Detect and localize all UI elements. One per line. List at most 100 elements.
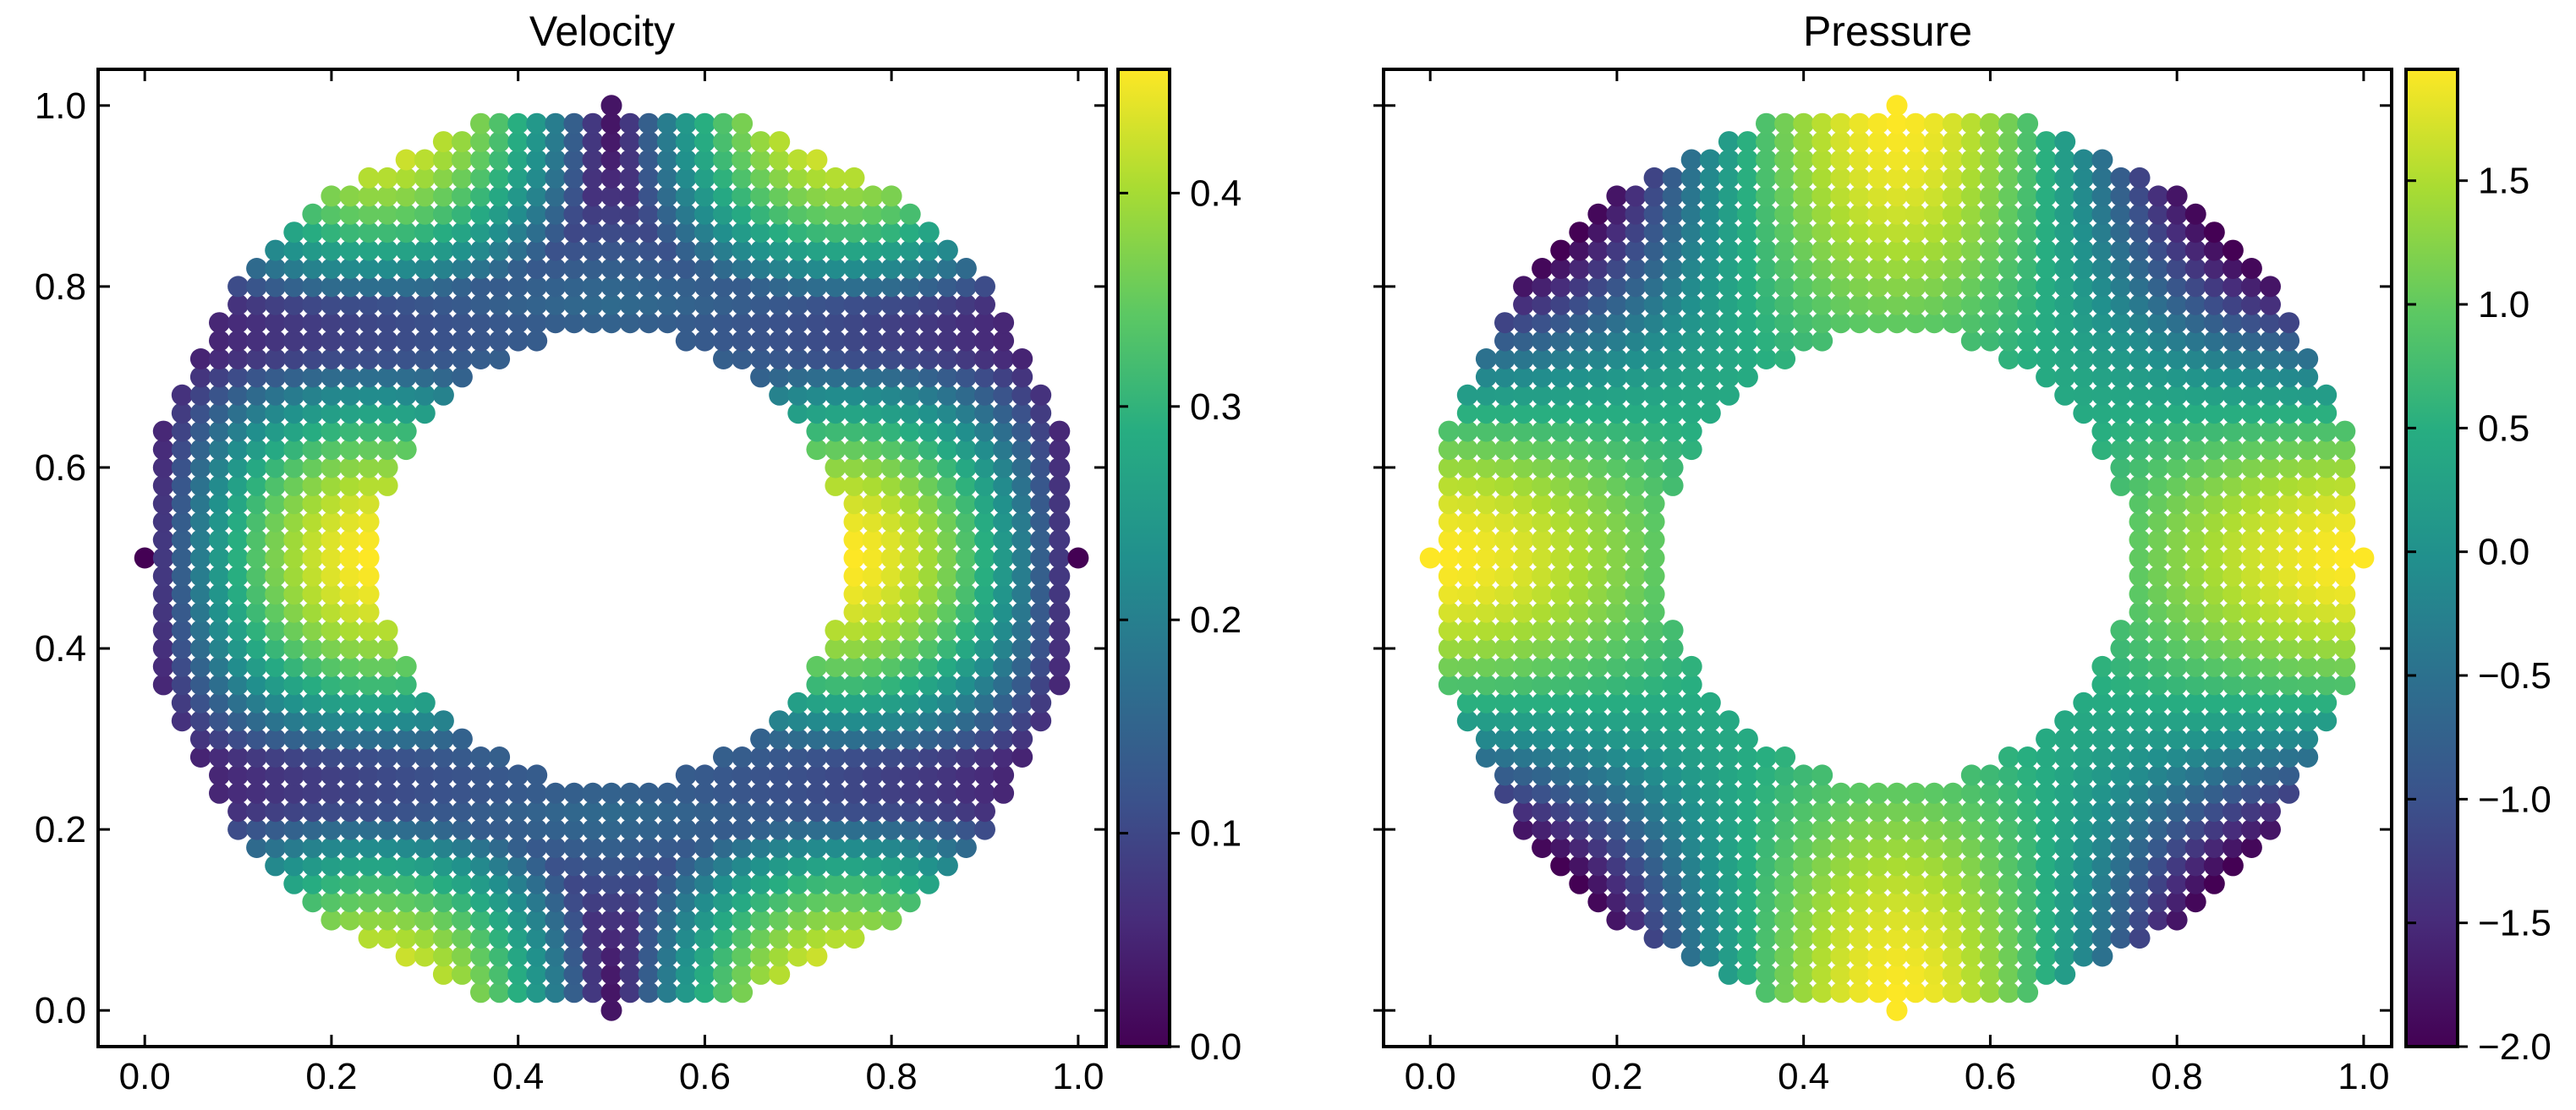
scatter-point	[1718, 258, 1740, 279]
scatter-point	[526, 963, 548, 985]
scatter-point	[2260, 276, 2281, 298]
scatter-point	[2073, 837, 2095, 858]
scatter-point	[321, 674, 343, 696]
scatter-point	[1756, 149, 1777, 171]
scatter-point	[507, 276, 529, 298]
scatter-point	[2129, 547, 2151, 569]
scatter-point	[2166, 655, 2188, 677]
scatter-point	[2222, 837, 2244, 858]
scatter-point	[1998, 801, 2020, 823]
scatter-point	[2110, 746, 2132, 768]
scatter-point	[1718, 855, 1740, 877]
scatter-point	[1532, 728, 1554, 750]
scatter-point	[2166, 782, 2188, 804]
scatter-point	[2110, 457, 2132, 478]
scatter-point	[2240, 402, 2262, 424]
scatter-point	[1030, 692, 1052, 714]
scatter-point	[1643, 511, 1665, 533]
scatter-point	[825, 330, 847, 352]
scatter-point	[1494, 764, 1515, 786]
scatter-point	[395, 710, 417, 732]
scatter-point	[2297, 457, 2319, 478]
scatter-point	[1756, 945, 1777, 967]
scatter-point	[1606, 601, 1628, 623]
scatter-point	[1456, 620, 1478, 642]
scatter-point	[2129, 746, 2151, 768]
scatter-point	[638, 855, 660, 877]
scatter-point	[246, 474, 268, 496]
scatter-point	[843, 764, 865, 786]
scatter-point	[1569, 457, 1591, 478]
scatter-point	[2203, 583, 2225, 605]
scatter-point	[358, 746, 380, 768]
scatter-point	[619, 221, 641, 243]
scatter-point	[451, 330, 473, 352]
scatter-point	[600, 855, 622, 877]
scatter-point	[1569, 620, 1591, 642]
scatter-point	[283, 474, 305, 496]
scatter-point	[1680, 384, 1702, 406]
scatter-point	[209, 620, 230, 642]
scatter-point	[321, 764, 343, 786]
scatter-point	[2147, 909, 2169, 931]
scatter-point	[432, 818, 454, 840]
scatter-point	[750, 963, 772, 985]
scatter-point	[2203, 710, 2225, 732]
scatter-point	[507, 312, 529, 334]
scatter-point	[470, 167, 491, 189]
scatter-point	[1662, 420, 1684, 442]
scatter-point	[2184, 384, 2206, 406]
scatter-point	[619, 855, 641, 877]
scatter-point	[2260, 366, 2281, 388]
scatter-point	[414, 167, 436, 189]
scatter-point	[283, 782, 305, 804]
scatter-point	[432, 764, 454, 786]
scatter-point	[899, 474, 921, 496]
scatter-point	[1438, 420, 1460, 442]
scatter-point	[545, 167, 567, 189]
scatter-point	[1923, 837, 1945, 858]
scatter-point	[1867, 131, 1889, 153]
scatter-point	[2036, 276, 2058, 298]
scatter-point	[227, 655, 249, 677]
scatter-point	[1699, 258, 1721, 279]
scatter-point	[2297, 384, 2319, 406]
scatter-point	[693, 909, 715, 931]
scatter-point	[321, 185, 343, 207]
scatter-point	[339, 366, 361, 388]
scatter-point	[1811, 872, 1833, 894]
scatter-point	[1662, 655, 1684, 677]
scatter-point	[395, 728, 417, 750]
scatter-point	[1699, 728, 1721, 750]
scatter-point	[843, 872, 865, 894]
scatter-point	[1625, 511, 1647, 533]
scatter-point	[2166, 637, 2188, 659]
scatter-point	[339, 872, 361, 894]
scatter-point	[1011, 601, 1033, 623]
scatter-point	[302, 801, 324, 823]
scatter-point	[1830, 891, 1852, 913]
scatter-point	[1662, 782, 1684, 804]
scatter-point	[806, 927, 828, 949]
scatter-point	[2297, 474, 2319, 496]
scatter-point	[302, 221, 324, 243]
scatter-point	[1625, 746, 1647, 768]
scatter-point	[787, 221, 809, 243]
scatter-point	[600, 112, 622, 134]
scatter-point	[1811, 221, 1833, 243]
scatter-point	[489, 112, 511, 134]
scatter-point	[936, 474, 958, 496]
scatter-point	[732, 112, 754, 134]
scatter-point	[1662, 221, 1684, 243]
scatter-point	[339, 710, 361, 732]
scatter-point	[936, 547, 958, 569]
scatter-point	[1643, 366, 1665, 388]
scatter-point	[899, 710, 921, 732]
scatter-point	[750, 782, 772, 804]
scatter-point	[732, 909, 754, 931]
scatter-point	[1905, 203, 1927, 225]
scatter-point	[339, 855, 361, 877]
scatter-point	[1011, 710, 1033, 732]
scatter-point	[2110, 203, 2132, 225]
